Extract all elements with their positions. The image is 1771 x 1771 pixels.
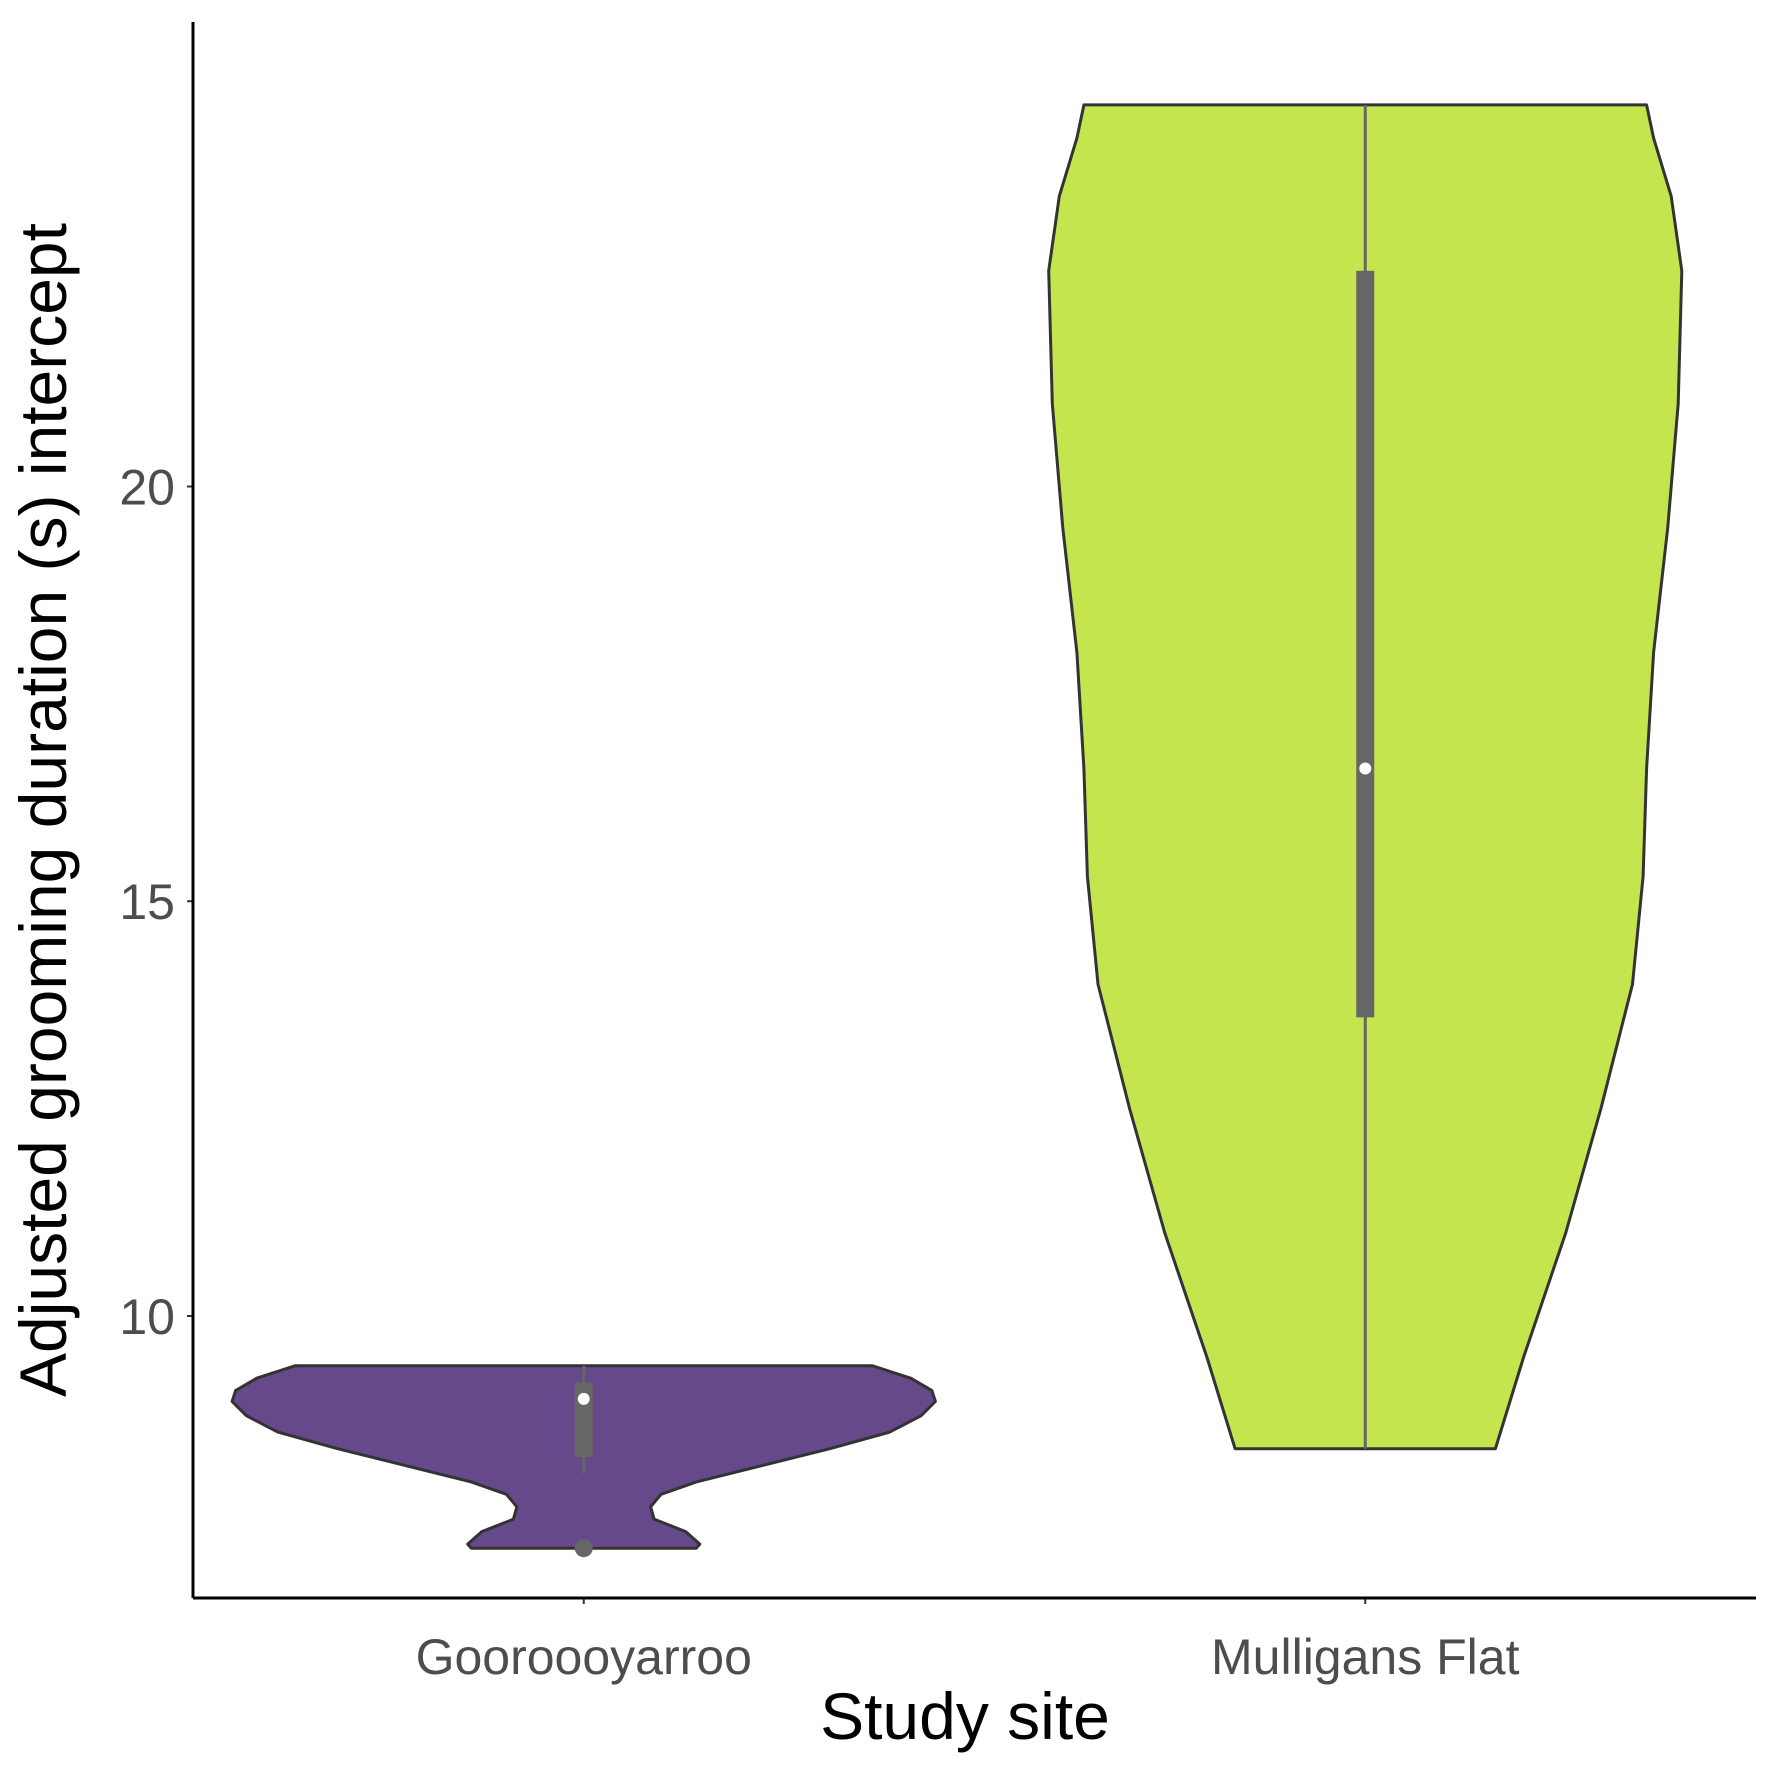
y-tick-label: 10 (119, 1289, 175, 1345)
y-tick-label: 15 (119, 874, 175, 930)
box-iqr (1356, 270, 1375, 1018)
x-axis-ticks: Gooroooyarroo Mulligans Flat (416, 1598, 1520, 1685)
x-tick-label: Gooroooyarroo (416, 1629, 752, 1685)
x-axis-title: Study site (820, 1679, 1110, 1753)
y-tick-label: 20 (119, 460, 175, 516)
outlier-point (574, 1539, 593, 1558)
x-tick-label: Mulligans Flat (1211, 1629, 1520, 1685)
median-point (575, 1390, 592, 1407)
violin-mulligans-flat (1047, 103, 1684, 1451)
violin-gooroooyarroo (230, 1364, 937, 1558)
median-point (1357, 760, 1374, 777)
y-axis-ticks: 10 15 20 (119, 460, 193, 1345)
y-axis-title: Adjusted grooming duration (s) intercept (6, 223, 80, 1397)
plot-area (230, 103, 1684, 1558)
